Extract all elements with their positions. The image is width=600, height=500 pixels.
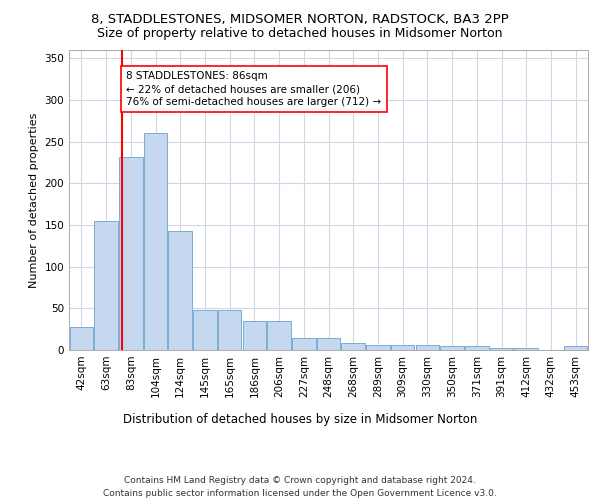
Bar — [514, 348, 538, 350]
Bar — [144, 134, 167, 350]
Bar — [465, 346, 488, 350]
Bar — [193, 310, 217, 350]
Bar — [169, 231, 192, 350]
Text: 8 STADDLESTONES: 86sqm
← 22% of detached houses are smaller (206)
76% of semi-de: 8 STADDLESTONES: 86sqm ← 22% of detached… — [126, 71, 382, 107]
Bar — [268, 321, 291, 350]
Bar — [242, 321, 266, 350]
Bar — [218, 310, 241, 350]
Text: Distribution of detached houses by size in Midsomer Norton: Distribution of detached houses by size … — [123, 412, 477, 426]
Y-axis label: Number of detached properties: Number of detached properties — [29, 112, 39, 288]
Bar — [119, 156, 143, 350]
Text: 8, STADDLESTONES, MIDSOMER NORTON, RADSTOCK, BA3 2PP: 8, STADDLESTONES, MIDSOMER NORTON, RADST… — [91, 12, 509, 26]
Bar — [70, 326, 93, 350]
Bar — [366, 345, 389, 350]
Bar — [341, 344, 365, 350]
Bar — [391, 345, 415, 350]
Bar — [564, 346, 587, 350]
Bar — [317, 338, 340, 350]
Text: Size of property relative to detached houses in Midsomer Norton: Size of property relative to detached ho… — [97, 28, 503, 40]
Bar — [94, 221, 118, 350]
Bar — [292, 338, 316, 350]
Bar — [440, 346, 464, 350]
Bar — [416, 345, 439, 350]
Text: Contains HM Land Registry data © Crown copyright and database right 2024.
Contai: Contains HM Land Registry data © Crown c… — [103, 476, 497, 498]
Bar — [490, 348, 513, 350]
